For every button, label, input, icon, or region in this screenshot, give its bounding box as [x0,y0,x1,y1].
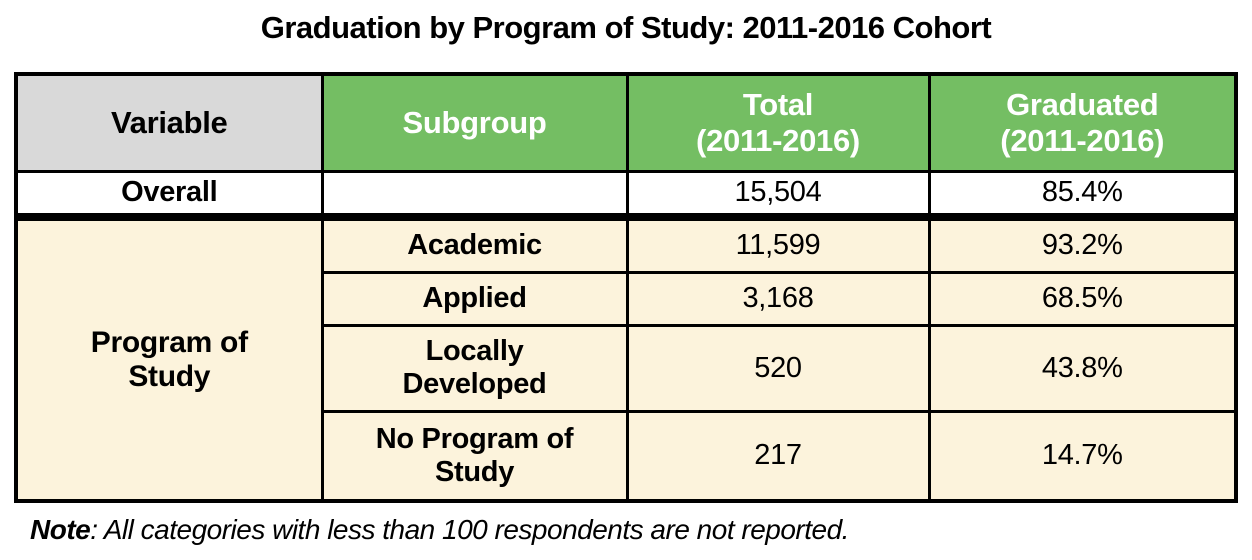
table-row-locally-developed: Locally Developed 520 43.8% [16,323,1238,413]
footnote: Note: All categories with less than 100 … [30,514,849,546]
cell-academic-total: 11,599 [625,215,931,274]
graduation-table: Variable Subgroup Total (2011-2016) Grad… [14,72,1238,503]
cell-locally-developed-graduated: 43.8% [927,323,1238,413]
cell-overall-subgroup [320,169,629,221]
cell-no-program-total: 217 [625,409,931,503]
page-title: Graduation by Program of Study: 2011-201… [260,10,992,45]
table-header-row: Variable Subgroup Total (2011-2016) Grad… [14,72,1238,173]
cell-overall-variable: Overall [14,169,324,221]
cell-overall-graduated: 85.4% [927,169,1238,221]
cell-locally-developed-total: 520 [625,323,931,413]
cell-locally-developed-subgroup: Locally Developed [320,323,629,413]
cell-applied-graduated: 68.5% [927,270,1238,327]
column-header-graduated: Graduated (2011-2016) [927,72,1238,173]
cell-academic-graduated: 93.2% [927,215,1238,274]
cell-academic-subgroup: Academic [320,215,629,274]
column-header-total: Total (2011-2016) [625,72,931,173]
cell-overall-total: 15,504 [625,169,931,221]
table-row-overall: Overall 15,504 85.4% [14,169,1238,221]
cell-applied-total: 3,168 [625,270,931,327]
cell-no-program-subgroup: No Program of Study [320,409,629,503]
cell-applied-subgroup: Applied [320,270,629,327]
cell-group-program-of-study: Program of Study [14,215,324,503]
column-header-subgroup: Subgroup [320,72,629,173]
footnote-text: : All categories with less than 100 resp… [90,514,849,545]
table-row-no-program-of-study: No Program of Study 217 14.7% [16,409,1238,503]
table-row-academic: Program of Study Academic 11,599 93.2% [14,215,1238,503]
footnote-label: Note [30,514,91,545]
table-row-applied: Applied 3,168 68.5% [16,270,1238,327]
column-header-variable: Variable [14,72,324,173]
cell-no-program-graduated: 14.7% [927,409,1238,503]
